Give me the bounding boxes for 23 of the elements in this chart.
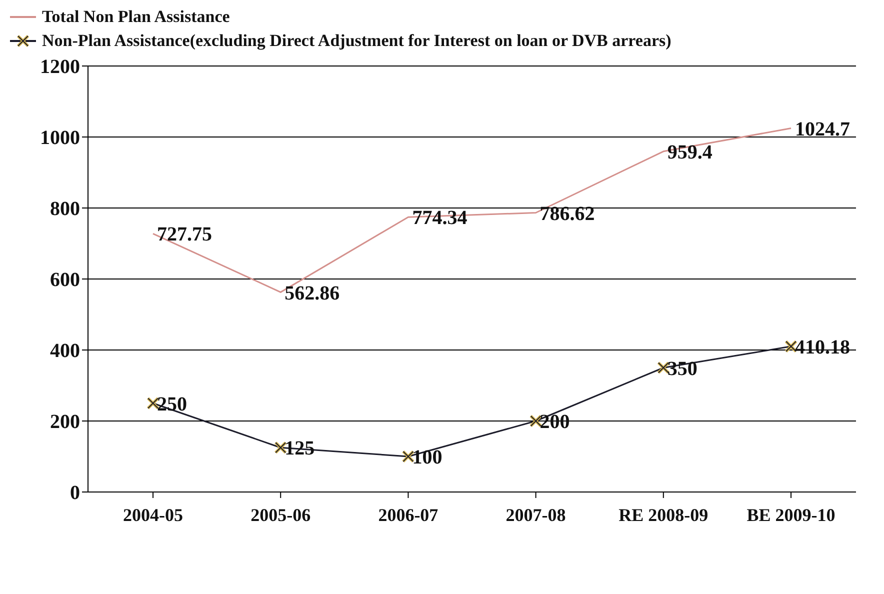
data-label: 959.4 xyxy=(667,142,712,164)
x-tick-label: 2004-05 xyxy=(123,504,183,525)
x-tick-label: 2005-06 xyxy=(250,504,311,525)
data-label: 250 xyxy=(157,393,187,416)
data-label: 786.62 xyxy=(540,202,595,225)
data-label: 562.86 xyxy=(284,282,340,304)
y-tick-label: 0 xyxy=(70,482,80,504)
y-tick-label: 400 xyxy=(50,340,80,362)
data-label: 727.75 xyxy=(157,224,212,246)
legend-label: Total Non Plan Assistance xyxy=(42,7,230,26)
y-tick-label: 1000 xyxy=(40,127,80,150)
data-label: 774.34 xyxy=(412,207,468,230)
legend-label: Non-Plan Assistance(excluding Direct Adjustment for Interest on loan or DVB arrears) xyxy=(42,31,672,50)
y-tick-label: 600 xyxy=(50,269,80,292)
data-label: 1024.7 xyxy=(795,118,850,140)
x-tick-label: BE 2009-10 xyxy=(746,504,836,525)
x-tick-label: RE 2008-09 xyxy=(618,504,708,525)
x-tick-label: 2006-07 xyxy=(378,504,438,525)
x-tick-label: 2007-08 xyxy=(506,504,566,525)
y-tick-label: 1200 xyxy=(40,56,80,78)
y-tick-label: 800 xyxy=(50,198,80,220)
y-tick-label: 200 xyxy=(50,411,80,434)
data-label: 100 xyxy=(412,446,442,469)
